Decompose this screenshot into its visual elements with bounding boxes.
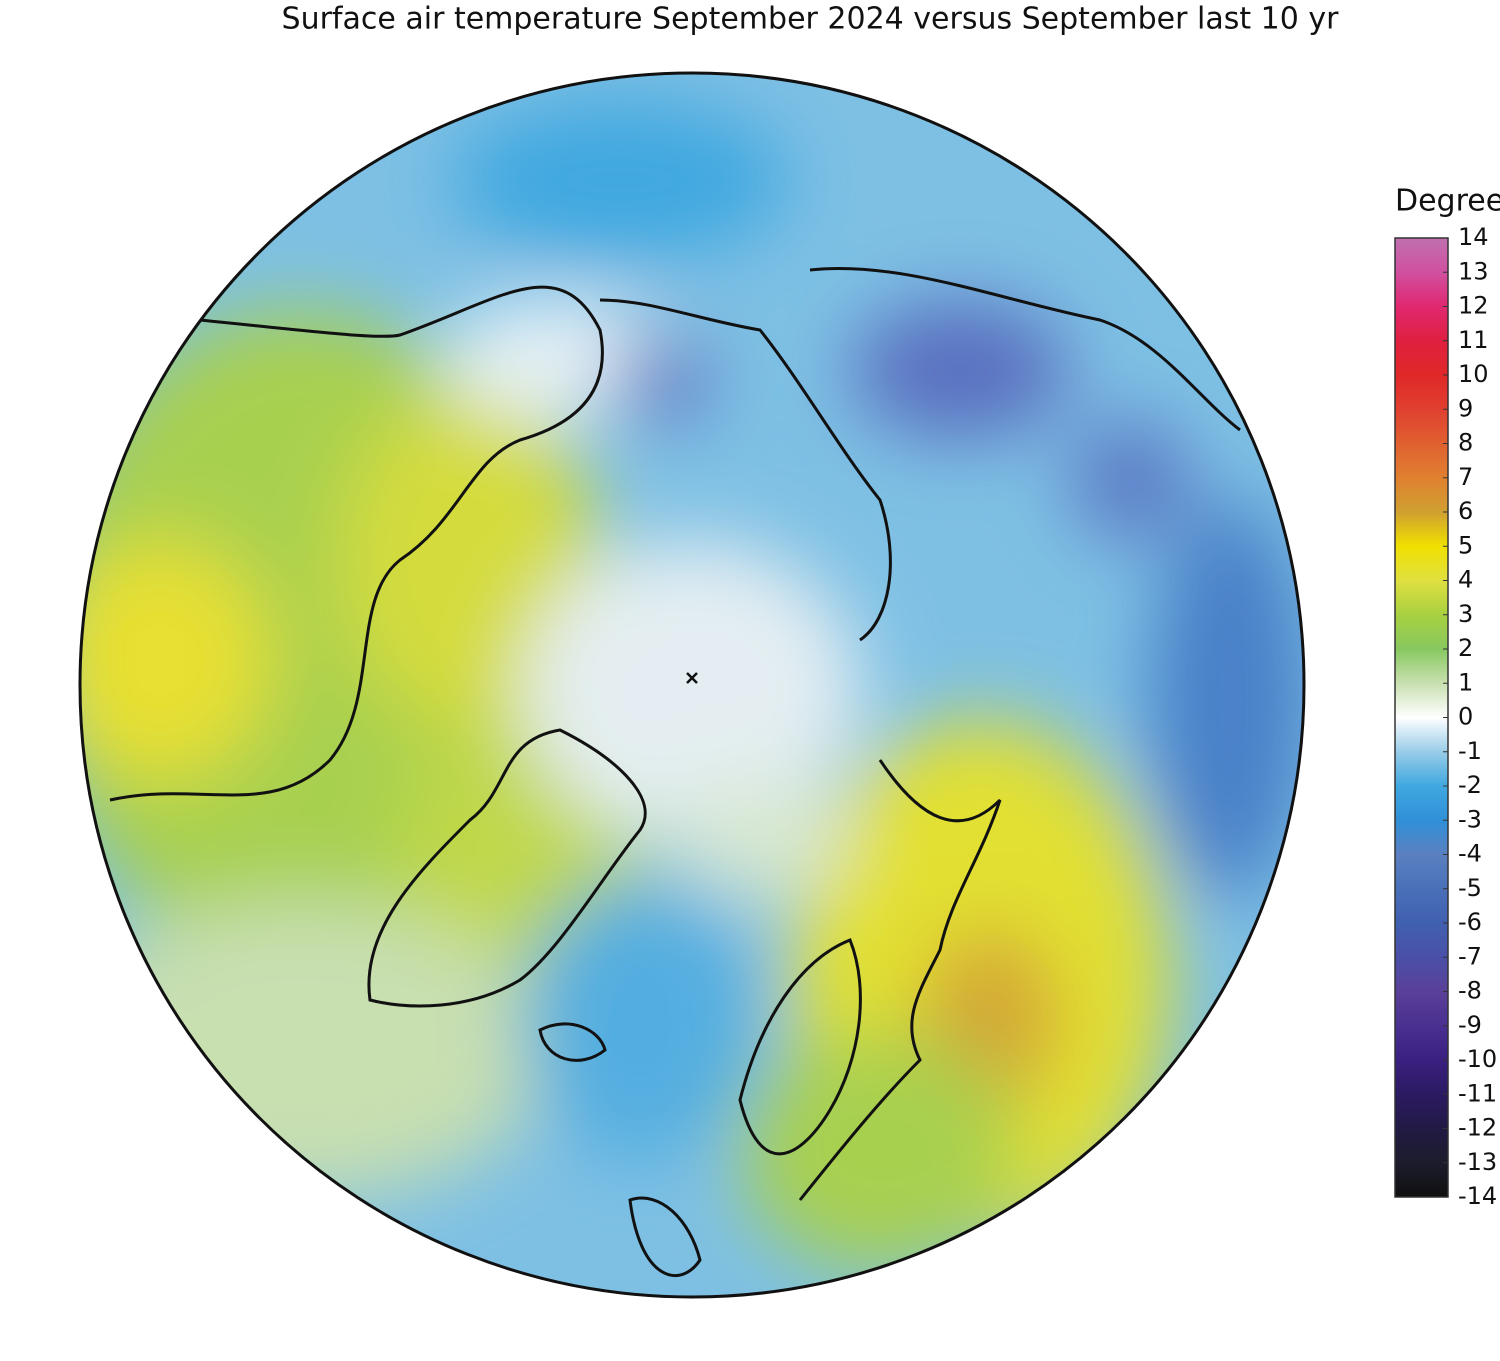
- colorbar-tick-label: 7: [1458, 463, 1473, 491]
- colorbar-tick-label: 2: [1458, 634, 1473, 662]
- colorbar-tick-label: 8: [1458, 429, 1473, 457]
- colorbar-tick-label: -7: [1458, 942, 1482, 970]
- colorbar-tick-label: 13: [1458, 257, 1489, 285]
- temperature-field: [80, 73, 1304, 1297]
- coastlines: [109, 266, 1241, 1277]
- colorbar-tick-label: 1: [1458, 668, 1473, 696]
- colorbar-tick-label: 3: [1458, 600, 1473, 628]
- colorbar-tick-label: 4: [1458, 566, 1473, 594]
- colorbar: [1394, 237, 1449, 1198]
- colorbar-tick-label: -12: [1458, 1114, 1497, 1142]
- colorbar-tick-label: 0: [1458, 703, 1473, 731]
- colorbar-tick-label: 14: [1458, 223, 1489, 251]
- map-border: [78, 71, 1306, 1299]
- colorbar-tick-label: 10: [1458, 360, 1489, 388]
- colorbar-tick-label: -4: [1458, 840, 1482, 868]
- colorbar-tick-label: 11: [1458, 326, 1489, 354]
- colorbar-tick-label: -3: [1458, 805, 1482, 833]
- colorbar-tick-label: -10: [1458, 1045, 1497, 1073]
- colorbar-tick-label: 12: [1458, 292, 1489, 320]
- colorbar-tick-label: -11: [1458, 1079, 1497, 1107]
- colorbar-tick-label: -14: [1458, 1182, 1497, 1210]
- colorbar-label: Degrees C: [1395, 184, 1500, 219]
- colorbar-tick-label: -5: [1458, 874, 1482, 902]
- colorbar-tick-label: -13: [1458, 1148, 1497, 1176]
- colorbar-tick-label: -6: [1458, 908, 1482, 936]
- colorbar-tick-label: -8: [1458, 977, 1482, 1005]
- colorbar-tick-label: 5: [1458, 531, 1473, 559]
- colorbar-tick-label: -2: [1458, 771, 1482, 799]
- colorbar-tick-label: -9: [1458, 1011, 1482, 1039]
- colorbar-tick-label: 9: [1458, 394, 1473, 422]
- colorbar-tick-label: 6: [1458, 497, 1473, 525]
- map-title: Surface air temperature September 2024 v…: [282, 2, 1340, 37]
- colorbar-tick-label: -1: [1458, 737, 1482, 765]
- pole-marker: [686, 672, 698, 684]
